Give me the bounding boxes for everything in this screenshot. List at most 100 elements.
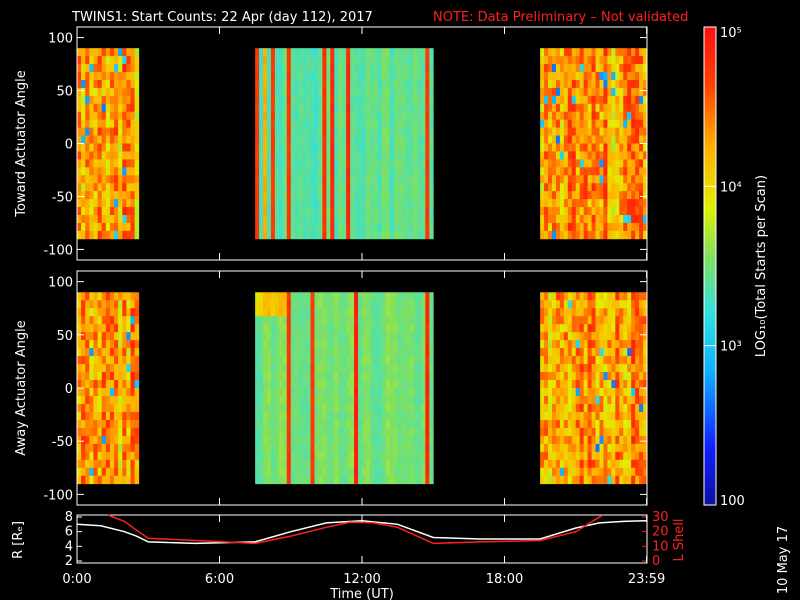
away-heatmap-cell — [354, 324, 359, 333]
toward-heatmap-cell — [397, 159, 402, 168]
toward-heatmap-cell — [298, 214, 304, 224]
away-heatmap-cell — [389, 467, 395, 477]
away-heatmap-cell — [619, 348, 624, 357]
away-heatmap-cell — [322, 451, 327, 461]
away-heatmap-cell — [607, 292, 612, 301]
away-heatmap-cell — [421, 395, 426, 405]
toward-heatmap-cell — [555, 222, 561, 232]
toward-heatmap-cell — [639, 103, 644, 113]
away-heatmap-cell — [555, 395, 561, 405]
toward-heatmap-cell — [105, 111, 111, 121]
toward-heatmap-cell — [350, 127, 355, 136]
toward-heatmap-cell — [278, 127, 284, 136]
away-heatmap-cell — [134, 340, 140, 349]
toward-heatmap-cell — [607, 151, 612, 160]
away-heatmap-cell — [615, 459, 620, 469]
toward-heatmap-cell — [603, 48, 608, 57]
toward-heatmap-cell — [105, 230, 111, 240]
toward-heatmap-cell — [298, 175, 304, 184]
toward-heatmap-cell — [81, 56, 86, 65]
toward-heatmap-cell — [338, 48, 343, 57]
away-heatmap-cell — [540, 292, 545, 301]
toward-heatmap-cell — [623, 199, 628, 208]
toward-heatmap-cell — [623, 230, 628, 240]
toward-heatmap-cell — [322, 143, 327, 152]
away-heatmap-cell — [322, 356, 327, 365]
toward-heatmap-cell — [623, 151, 628, 160]
away-heatmap-cell — [330, 308, 335, 317]
away-heatmap-cell — [552, 419, 557, 429]
away-heatmap-cell — [85, 411, 90, 421]
toward-heatmap-cell — [425, 103, 430, 113]
away-heatmap-cell — [623, 308, 628, 317]
toward-heatmap-cell — [555, 191, 561, 200]
toward-heatmap-cell — [385, 48, 391, 57]
toward-heatmap-cell — [615, 48, 620, 57]
away-heatmap-cell — [425, 356, 430, 365]
away-heatmap-cell — [282, 443, 288, 453]
away-heatmap-cell — [310, 435, 315, 445]
toward-heatmap-cell — [346, 175, 351, 184]
away-heatmap-cell — [611, 443, 616, 453]
toward-heatmap-cell — [369, 56, 375, 65]
away-heatmap-cell — [413, 388, 418, 397]
away-heatmap-cell — [310, 340, 315, 349]
away-heatmap-cell — [118, 316, 123, 325]
away-heatmap-cell — [397, 332, 402, 341]
away-heatmap-cell — [362, 292, 367, 301]
toward-heatmap-cell — [607, 159, 612, 168]
toward-heatmap-cell — [306, 167, 311, 176]
away-heatmap-cell — [298, 300, 304, 309]
toward-heatmap-cell — [369, 79, 375, 89]
away-heatmap-cell — [559, 443, 565, 453]
toward-heatmap-cell — [555, 135, 561, 144]
away-heatmap-cell — [358, 467, 363, 477]
away-heatmap-cell — [393, 411, 399, 421]
toward-heatmap-cell — [393, 127, 399, 136]
toward-heatmap-cell — [595, 95, 600, 105]
toward-heatmap-cell — [393, 159, 399, 168]
toward-heatmap-cell — [89, 79, 94, 89]
toward-heatmap-cell — [587, 230, 592, 240]
toward-heatmap-cell — [559, 79, 565, 89]
toward-heatmap-cell — [310, 191, 315, 200]
toward-heatmap-cell — [350, 48, 355, 57]
away-heatmap-cell — [631, 356, 636, 365]
away-heatmap-cell — [126, 300, 131, 309]
away-heatmap-cell — [417, 395, 422, 405]
toward-heatmap-cell — [286, 135, 292, 144]
away-heatmap-cell — [93, 451, 98, 461]
toward-heatmap-cell — [393, 222, 399, 232]
toward-heatmap-cell — [81, 143, 86, 152]
toward-heatmap-cell — [615, 56, 620, 65]
away-heatmap-cell — [310, 419, 315, 429]
away-heatmap-cell — [603, 467, 608, 477]
away-heatmap-cell — [358, 372, 363, 381]
toward-heatmap-cell — [421, 48, 426, 57]
away-heatmap-cell — [326, 411, 331, 421]
away-heatmap-cell — [270, 435, 276, 445]
away-heatmap-cell — [381, 356, 387, 365]
toward-heatmap-cell — [413, 87, 418, 97]
away-heatmap-cell — [85, 459, 90, 469]
away-heatmap-cell — [571, 419, 577, 429]
away-heatmap-cell — [405, 292, 410, 301]
away-heatmap-cell — [575, 292, 581, 301]
away-heatmap-cell — [130, 348, 136, 357]
away-heatmap-cell — [114, 364, 119, 373]
toward-heatmap-cell — [81, 87, 86, 97]
away-heatmap-cell — [118, 372, 123, 381]
away-heatmap-cell — [393, 435, 399, 445]
toward-heatmap-cell — [354, 151, 359, 160]
toward-heatmap-cell — [429, 183, 434, 192]
toward-heatmap-cell — [421, 214, 426, 224]
away-heatmap-cell — [381, 316, 387, 325]
away-heatmap-cell — [369, 348, 375, 357]
toward-heatmap-cell — [314, 72, 319, 81]
away-heatmap-cell — [77, 451, 82, 461]
toward-heatmap-cell — [591, 175, 596, 184]
away-heatmap-cell — [126, 364, 131, 373]
away-heatmap-cell — [294, 340, 300, 349]
away-heatmap-cell — [362, 451, 367, 461]
away-heatmap-cell — [369, 443, 375, 453]
